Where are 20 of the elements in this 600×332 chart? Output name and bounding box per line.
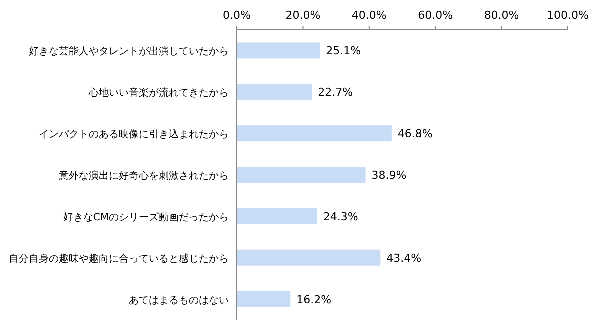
data-label: 22.7% bbox=[318, 86, 354, 100]
data-label: 24.3% bbox=[323, 210, 358, 224]
data-label: 38.9% bbox=[372, 169, 407, 182]
x-tick-label: 0.0% bbox=[223, 9, 251, 22]
data-label: 25.1% bbox=[326, 44, 362, 58]
y-tick-label: 好きなCMのシリーズ動画だったから bbox=[63, 211, 229, 224]
x-tick-label: 40.0% bbox=[352, 9, 387, 22]
data-label: 16.2% bbox=[296, 293, 332, 306]
x-tick-label: 60.0% bbox=[418, 9, 454, 22]
y-tick-label: 好きな芸能人やタレントが出演していたから bbox=[29, 46, 229, 58]
y-tick-label: 自分自身の趣味や趣向に合っていると感じたから bbox=[9, 252, 229, 265]
x-tick-label: 20.0% bbox=[286, 9, 321, 22]
y-tick-label: あてはまるものはない bbox=[129, 295, 229, 306]
y-tick-label: 心地いい音楽が流れてきたから bbox=[88, 87, 229, 100]
y-tick-label: 意外な演出に好奇心を刺激されたから bbox=[58, 170, 229, 182]
data-label: 46.8% bbox=[398, 128, 433, 141]
x-tick-label: 80.0% bbox=[484, 9, 520, 22]
x-tick-label: 100.0% bbox=[547, 9, 589, 22]
data-label: 43.4% bbox=[386, 252, 422, 265]
y-tick-label: インパクトのある映像に引き込まれたから bbox=[39, 128, 229, 141]
